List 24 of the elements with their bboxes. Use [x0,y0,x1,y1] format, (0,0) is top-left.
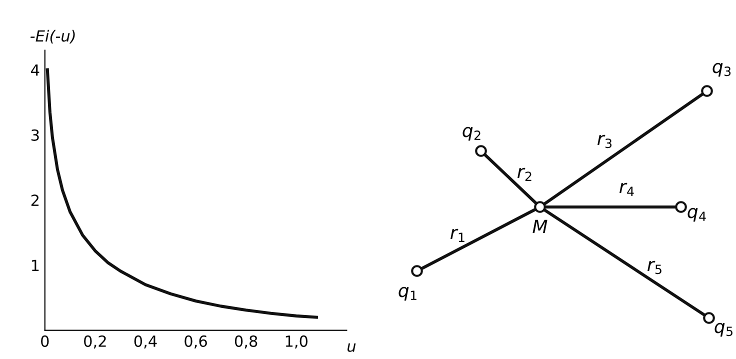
x-tick-label: 1,0 [286,335,308,349]
text: r$_{2}$ [518,168,532,181]
x-tick-label: 0,8 [234,335,258,349]
text: M [532,220,548,233]
y-axis-title: -Ei(-u) [30,30,75,44]
x-tick-label: 0,6 [184,335,207,349]
text: r$_{4}$ [620,182,634,196]
text: q$_{2}$ [462,126,480,141]
x-tick-label: 0,4 [134,335,157,349]
y-tick-label: 2 [31,194,39,206]
x-tick-label: 0 [41,335,49,347]
x-tick-label: 0,2 [84,335,106,349]
line-series [46,68,318,319]
text: r$_{5}$ [648,260,662,274]
y-tick-label: 3 [31,129,39,141]
text: q$_{1}$ [398,286,416,301]
y-tick-label: 4 [31,64,40,76]
x-axis-title: u [348,343,356,352]
text: q$_{4}$ [688,208,706,222]
text: q$_{5}$ [714,322,732,337]
y-tick-label: 1 [32,260,39,271]
text: r$_{3}$ [598,134,612,148]
text: q$_{3}$ [712,62,731,77]
text: r$_{1}$ [450,228,464,242]
